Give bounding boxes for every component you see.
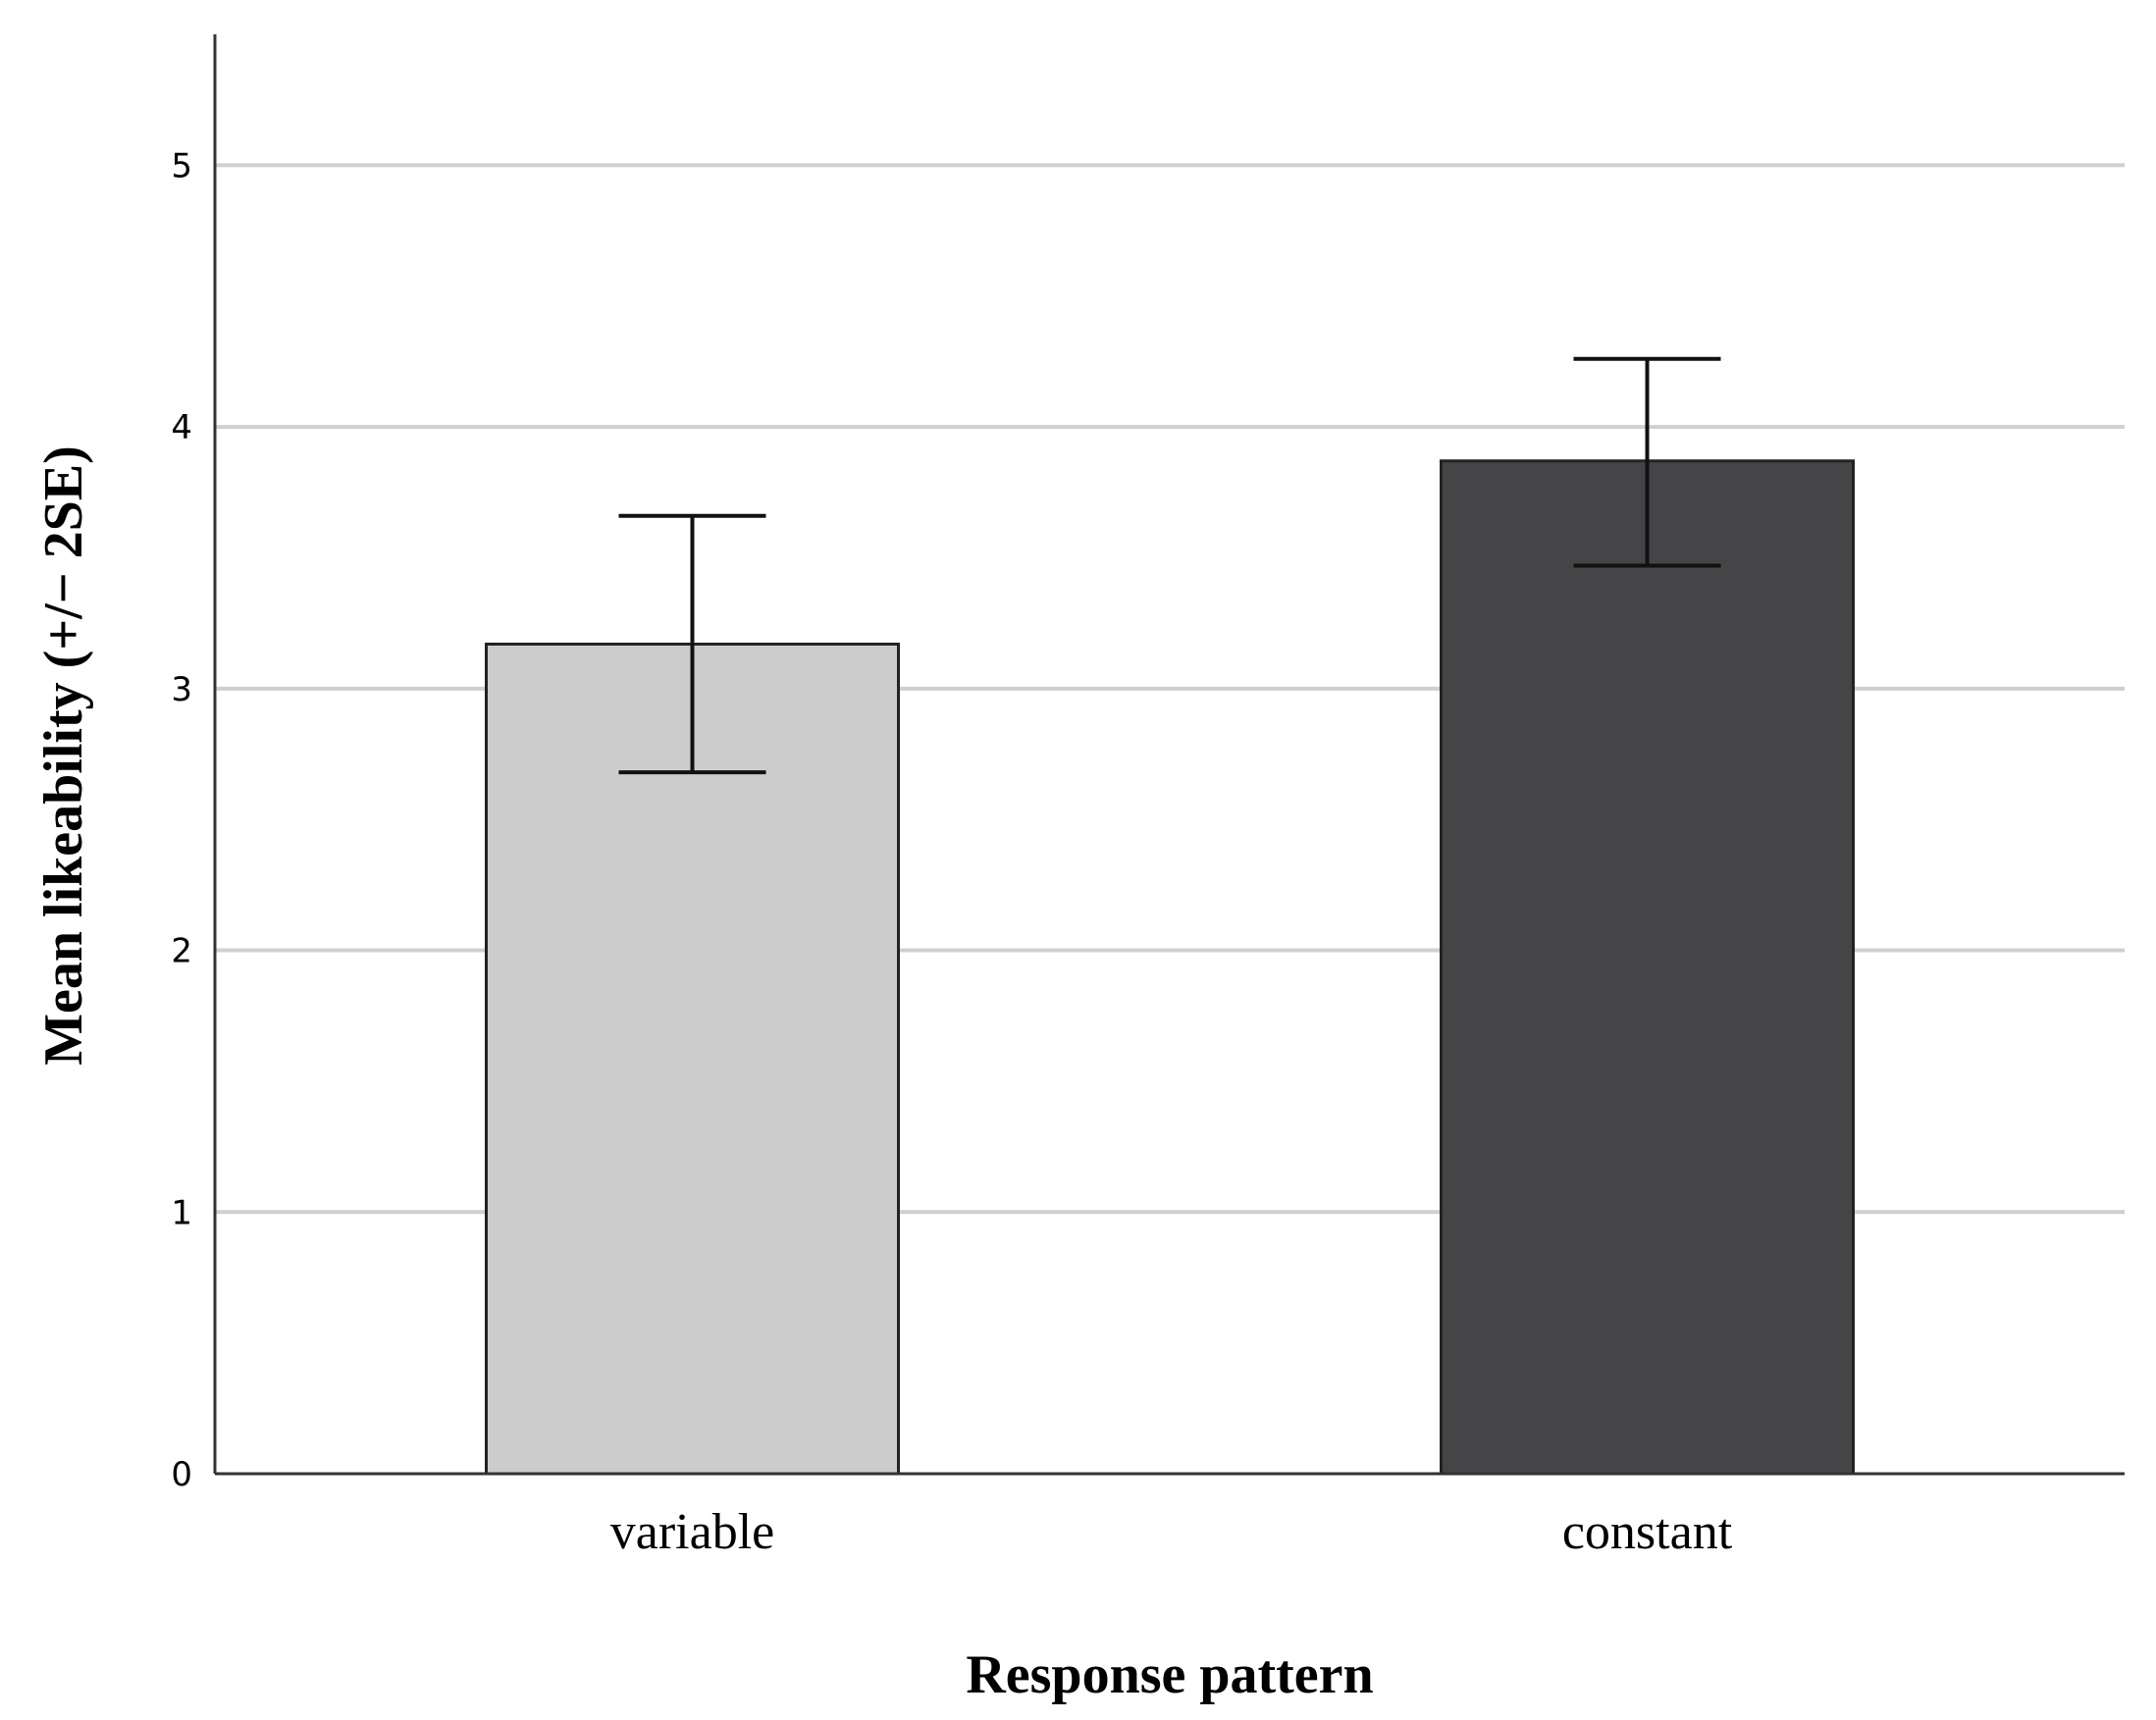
axes: [213, 34, 2125, 1476]
y-tick-label-4: 4: [171, 408, 192, 447]
y-axis-title: Mean likeability (+/− 2SE): [33, 445, 94, 1066]
x-category-labels: variable constant: [610, 1504, 1733, 1560]
y-tick-label-5: 5: [171, 146, 192, 185]
bars: [485, 459, 1855, 1476]
error-bars: [618, 356, 1721, 775]
x-axis-title: Response pattern: [966, 1644, 1373, 1705]
bar-variable: [485, 642, 900, 1476]
y-tick-labels: 0 1 2 3 4 5: [171, 146, 192, 1494]
bar-constant: [1440, 459, 1855, 1476]
error-bar-variable: [618, 513, 766, 775]
error-bar-constant: [1573, 356, 1721, 568]
y-tick-label-1: 1: [171, 1193, 192, 1232]
y-tick-label-3: 3: [171, 670, 192, 709]
y-tick-label-0: 0: [171, 1455, 192, 1494]
x-tick-label-constant: constant: [1562, 1504, 1733, 1560]
x-tick-label-variable: variable: [610, 1504, 774, 1560]
y-tick-label-2: 2: [171, 932, 192, 971]
